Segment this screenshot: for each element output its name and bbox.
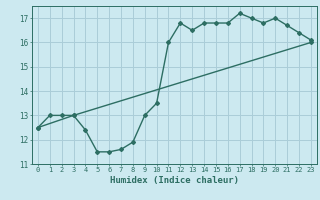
X-axis label: Humidex (Indice chaleur): Humidex (Indice chaleur) [110,176,239,185]
